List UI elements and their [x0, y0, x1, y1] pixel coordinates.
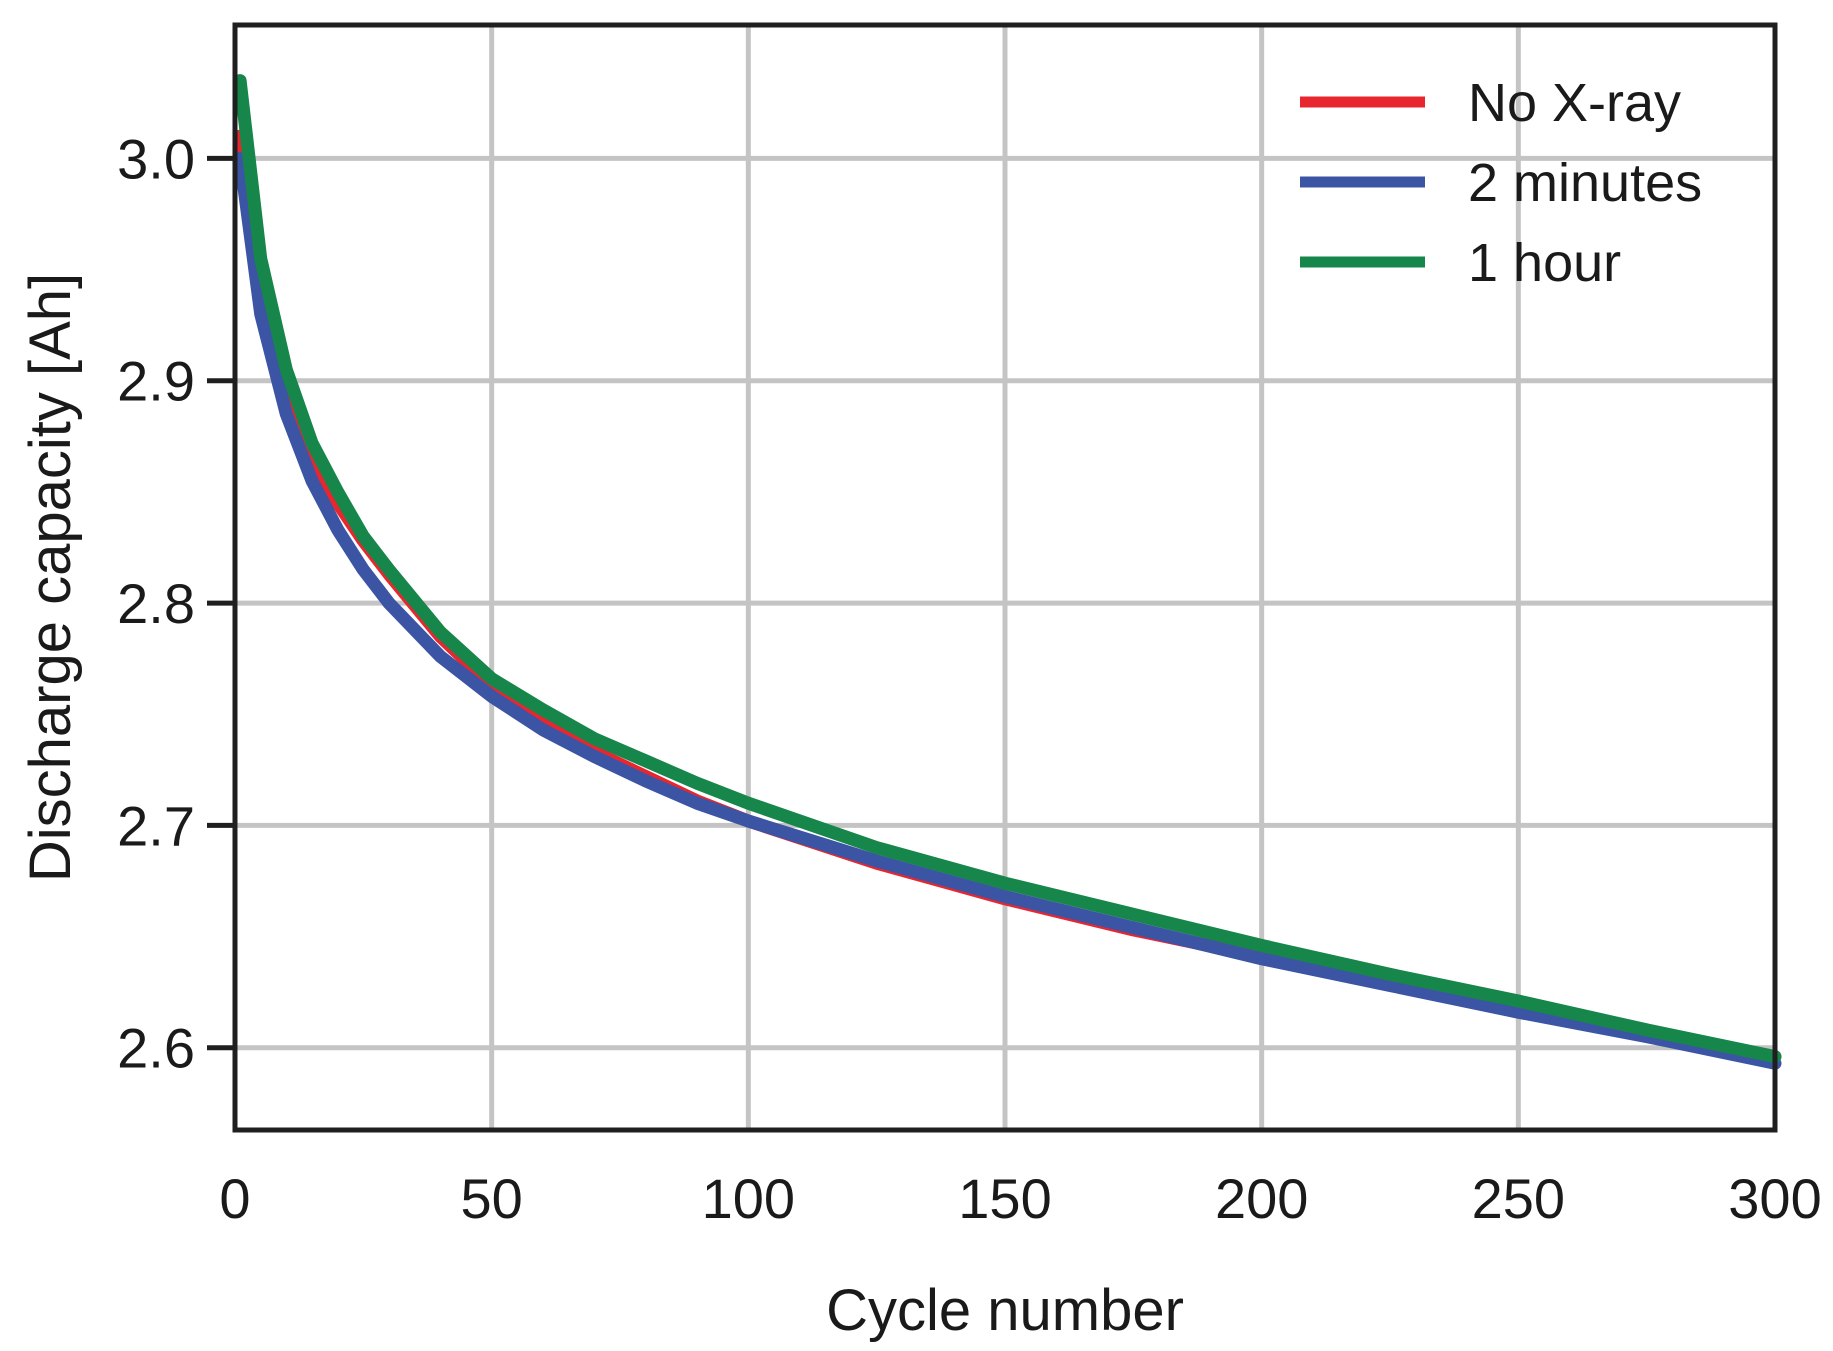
x-tick-label: 50 — [461, 1167, 523, 1230]
y-tick-label: 3.0 — [117, 127, 195, 190]
series-layer — [233, 74, 1782, 1070]
y-axis-label: Discharge capacity [Ah] — [18, 273, 83, 882]
plot-frame — [232, 22, 1778, 1133]
legend-label-1: 2 minutes — [1468, 153, 1702, 213]
legend-label-0: No X-ray — [1468, 73, 1681, 133]
y-tick-label: 2.7 — [117, 794, 195, 857]
axis-ticks — [207, 155, 235, 1051]
x-tick-label: 150 — [958, 1167, 1051, 1230]
legend: No X-ray 2 minutes 1 hour — [1300, 73, 1702, 293]
y-tick-label: 2.6 — [117, 1017, 195, 1080]
x-tick-label: 200 — [1215, 1167, 1308, 1230]
x-tick-label: 300 — [1728, 1167, 1821, 1230]
legend-label-2: 1 hour — [1468, 233, 1621, 293]
x-tick-label: 0 — [219, 1167, 250, 1230]
grid-lines — [235, 25, 1775, 1130]
x-axis-label: Cycle number — [826, 1278, 1184, 1343]
y-tick-label: 2.8 — [117, 572, 195, 635]
y-tick-labels: 2.6 2.7 2.8 2.9 3.0 — [117, 127, 195, 1079]
x-tick-label: 250 — [1472, 1167, 1565, 1230]
y-tick-label: 2.9 — [117, 350, 195, 413]
x-tick-labels: 0 50 100 150 200 250 300 — [219, 1167, 1821, 1230]
series-line-1 — [233, 151, 1782, 1070]
series-line-2 — [233, 74, 1782, 1064]
x-tick-label: 100 — [702, 1167, 795, 1230]
